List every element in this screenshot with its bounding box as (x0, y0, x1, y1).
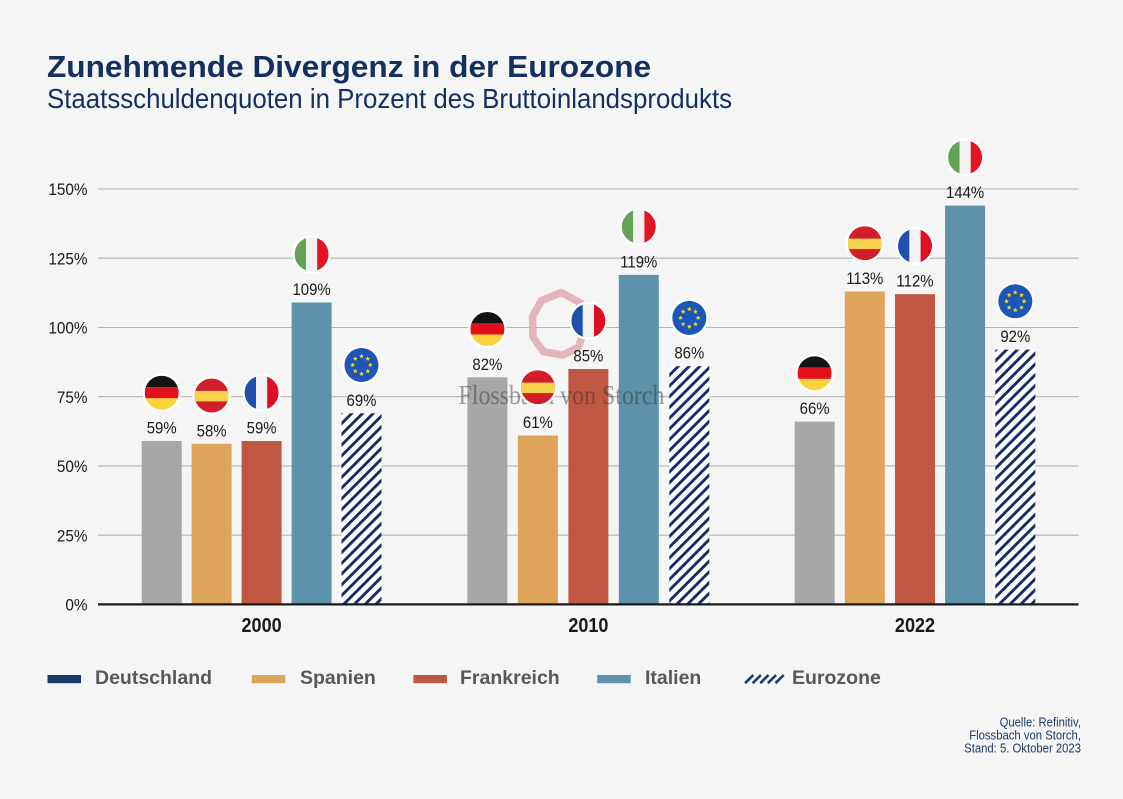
svg-text:2022: 2022 (895, 615, 935, 637)
svg-text:Frankreich: Frankreich (460, 667, 560, 689)
svg-text:125%: 125% (48, 250, 87, 269)
svg-text:119%: 119% (620, 254, 657, 272)
svg-text:113%: 113% (846, 270, 883, 288)
svg-text:Eurozone: Eurozone (792, 667, 881, 689)
svg-text:25%: 25% (57, 527, 88, 546)
svg-text:Flossbach von Storch,: Flossbach von Storch, (969, 728, 1081, 743)
svg-text:66%: 66% (800, 400, 830, 418)
svg-text:144%: 144% (946, 184, 984, 202)
svg-text:61%: 61% (523, 414, 553, 432)
svg-text:Spanien: Spanien (300, 667, 376, 689)
svg-text:Flossbach von Storch: Flossbach von Storch (459, 379, 665, 410)
svg-text:50%: 50% (57, 457, 88, 476)
svg-text:112%: 112% (896, 273, 933, 291)
svg-text:82%: 82% (472, 356, 502, 374)
svg-text:85%: 85% (573, 348, 603, 366)
svg-text:75%: 75% (57, 388, 88, 407)
svg-text:109%: 109% (292, 281, 330, 299)
svg-text:58%: 58% (197, 422, 227, 440)
svg-text:150%: 150% (48, 180, 87, 199)
svg-text:Zunehmende Divergenz in der Eu: Zunehmende Divergenz in der Eurozone (47, 49, 651, 84)
svg-text:59%: 59% (147, 420, 177, 438)
svg-text:86%: 86% (674, 345, 704, 363)
svg-text:0%: 0% (65, 596, 87, 615)
svg-text:2000: 2000 (242, 615, 282, 637)
svg-text:2010: 2010 (568, 615, 608, 637)
svg-text:59%: 59% (247, 420, 277, 438)
svg-text:Italien: Italien (645, 667, 701, 689)
svg-text:100%: 100% (48, 319, 87, 338)
svg-text:92%: 92% (1000, 328, 1030, 346)
svg-text:Deutschland: Deutschland (95, 667, 212, 689)
svg-text:Staatsschuldenquoten in Prozen: Staatsschuldenquoten in Prozent des Brut… (47, 83, 732, 114)
svg-text:69%: 69% (347, 392, 377, 410)
svg-text:Stand: 5. Oktober 2023: Stand: 5. Oktober 2023 (964, 741, 1081, 756)
svg-text:Quelle: Refinitiv,: Quelle: Refinitiv, (1000, 715, 1081, 730)
